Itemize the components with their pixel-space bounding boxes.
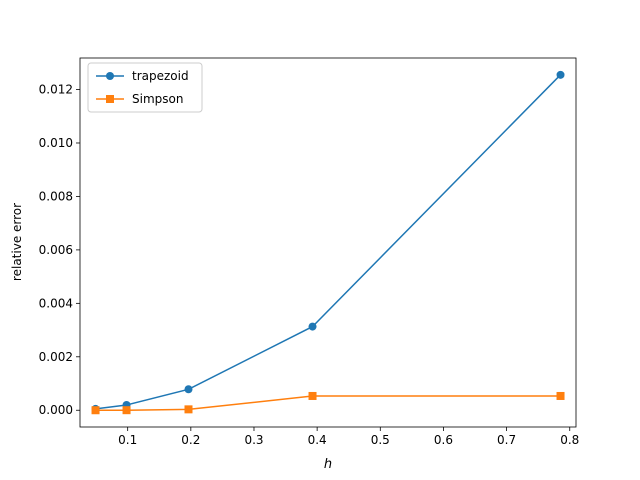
legend-label-trapezoid: trapezoid bbox=[132, 69, 189, 83]
axes-frame bbox=[79, 57, 577, 428]
data-point-simpson bbox=[122, 406, 131, 415]
x-tick-label: 0.8 bbox=[560, 433, 579, 447]
y-tick-label: 0.008 bbox=[39, 189, 73, 203]
data-point-trapezoid bbox=[184, 385, 193, 394]
y-axis-label: relative error bbox=[10, 203, 24, 281]
data-point-trapezoid bbox=[308, 322, 317, 331]
y-tick-label: 0.010 bbox=[39, 136, 73, 150]
plot-area bbox=[79, 57, 577, 428]
legend-label-simpson: Simpson bbox=[132, 92, 183, 106]
y-axis-ticks: 0.000 0.002 0.004 0.006 0.008 0.010 0.012 bbox=[39, 83, 80, 417]
x-tick-label: 0.3 bbox=[244, 433, 263, 447]
data-point-trapezoid bbox=[556, 70, 565, 79]
legend-entries: trapezoid Simpson bbox=[96, 69, 189, 106]
x-tick-label: 0.7 bbox=[497, 433, 516, 447]
data-point-simpson bbox=[556, 391, 565, 400]
series-layer bbox=[91, 70, 565, 415]
x-tick-label: 0.6 bbox=[434, 433, 453, 447]
legend-marker-simpson bbox=[106, 95, 114, 103]
legend-marker-trapezoid bbox=[106, 72, 114, 80]
data-point-simpson bbox=[308, 391, 317, 400]
x-axis-ticks: 0.1 0.2 0.3 0.4 0.5 0.6 0.7 0.8 bbox=[118, 427, 579, 447]
y-tick-label: 0.006 bbox=[39, 243, 73, 257]
y-tick-label: 0.012 bbox=[39, 83, 73, 97]
x-tick-label: 0.2 bbox=[181, 433, 200, 447]
y-tick-label: 0.002 bbox=[39, 350, 73, 364]
x-tick-label: 0.1 bbox=[118, 433, 137, 447]
y-tick-label: 0.000 bbox=[39, 403, 73, 417]
x-tick-label: 0.5 bbox=[371, 433, 390, 447]
data-point-simpson bbox=[91, 406, 100, 415]
x-axis-label: h bbox=[324, 457, 332, 472]
x-tick-label: 0.4 bbox=[308, 433, 327, 447]
y-tick-label: 0.004 bbox=[39, 296, 73, 310]
data-point-simpson bbox=[184, 405, 193, 414]
legend: trapezoid Simpson bbox=[87, 62, 203, 113]
